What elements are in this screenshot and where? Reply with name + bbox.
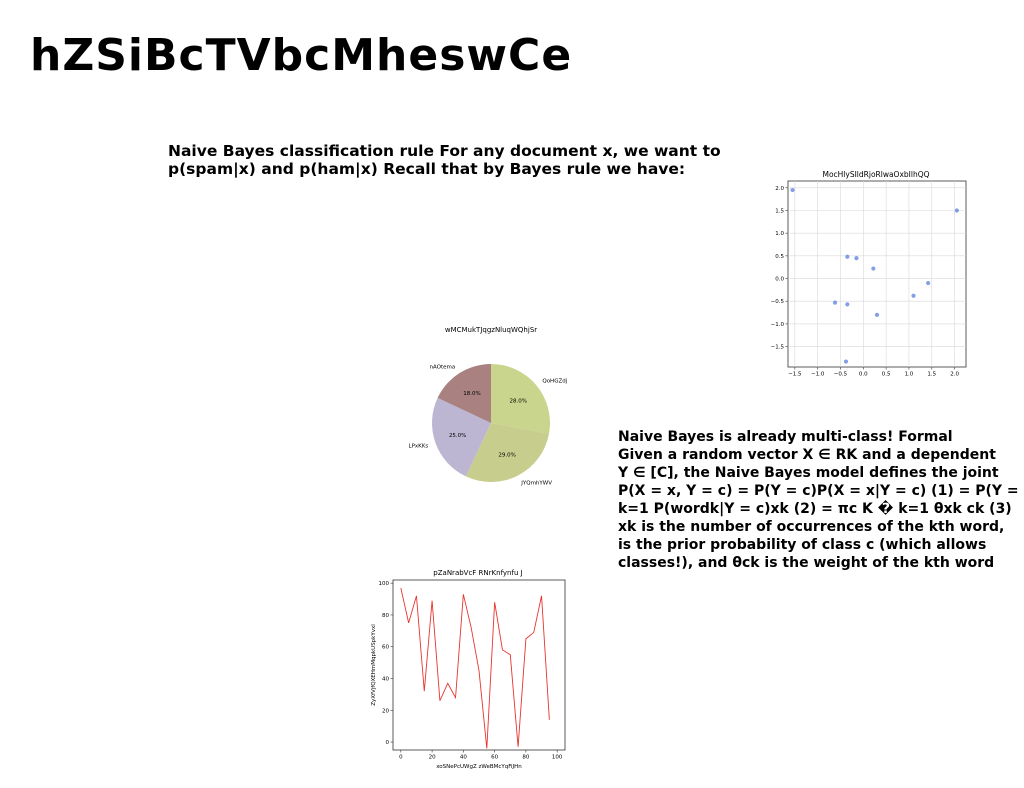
scatter-point	[874, 312, 880, 317]
scatter-point	[926, 280, 931, 286]
scatter-point	[845, 254, 850, 259]
page-title: hZSiBcTVbcMheswCe	[30, 30, 573, 81]
pie-value-label: 25.0%	[449, 433, 466, 439]
pie-slice	[491, 364, 550, 435]
text-line: k=1 P(wordk|Y = c)xk (2) = πc K � k=1 θx…	[618, 501, 1012, 517]
x-tick-label: 100	[552, 755, 563, 761]
pie-category-label: JYQmhYWV	[520, 480, 552, 486]
x-tick-label: 60	[491, 755, 498, 761]
scatter-point	[854, 256, 859, 261]
y-tick-label: 1.0	[775, 231, 784, 237]
y-tick-label: 40	[382, 677, 389, 683]
pie-value-label: 28.0%	[510, 398, 527, 404]
text-line: p(spam|x) and p(ham|x) Recall that by Ba…	[168, 160, 686, 178]
x-tick-label: 0.0	[859, 372, 868, 378]
y-tick-label: 0.5	[775, 254, 784, 260]
y-tick-label: 100	[379, 581, 390, 587]
chart-title: pZaNrabVcF RNrKnfynfu J	[433, 569, 522, 577]
text-line: Given a random vector X ∈ RK and a depen…	[618, 447, 996, 463]
pie-value-label: 29.0%	[498, 453, 515, 459]
y-tick-label: 1.5	[775, 208, 784, 214]
pie-category-label: nAOtema	[430, 365, 456, 371]
pie-slice	[437, 364, 491, 423]
scatter-chart: MocHlySIldRjoRlwaOxbIlhQQ −1.5 −1.0 −0.5 0.…	[771, 170, 967, 378]
scatter-point	[843, 359, 849, 364]
scatter-point	[832, 300, 838, 305]
x-tick-label: −0.5	[834, 372, 848, 378]
scatter-point	[790, 187, 795, 193]
y-tick-label: 60	[382, 645, 389, 651]
y-tick-label: 20	[382, 708, 389, 714]
x-tick-label: 40	[460, 755, 467, 761]
y-tick-label: 80	[382, 613, 389, 619]
x-tick-label: 1.5	[927, 372, 936, 378]
paragraph-naive-bayes-multiclass: Naive Bayes is already multi-class! Form…	[618, 428, 1024, 572]
text-line: P(X = x, Y = c) = P(Y = c)P(X = x|Y = c)…	[618, 483, 1024, 499]
pie-slice	[465, 423, 549, 482]
y-tick-label: 0.0	[775, 277, 784, 283]
line-chart: pZaNrabVcF RNrKnfynfu J 0 20 40 60 80 100 0 20 4…	[371, 569, 566, 770]
y-tick-label: −0.5	[771, 299, 785, 305]
text-line: Naive Bayes classification rule For any …	[168, 142, 721, 160]
plot-frame	[787, 180, 967, 368]
text-line: classes!), and θck is the weight of the …	[618, 555, 995, 571]
series-line	[400, 587, 550, 749]
x-tick-label: 0	[399, 755, 403, 761]
y-tick-label: −1.5	[771, 345, 785, 351]
y-tick-label: 2.0	[775, 186, 784, 192]
pie-value-label: 18.0%	[463, 391, 480, 397]
y-tick-label: −1.0	[771, 322, 785, 328]
x-tick-label: 2.0	[950, 372, 959, 378]
text-line: Y ∈ [C], the Naive Bayes model defines t…	[618, 465, 999, 481]
pie-category-label: QoHGZdj	[542, 379, 567, 385]
chart-title: wMCMukTJqgzNluqWQhjSr	[445, 326, 537, 334]
x-tick-label: 1.0	[905, 372, 914, 378]
y-axis-label: ZyXfVjfQXEHmMqpkUSpkYvxl	[371, 624, 377, 706]
x-tick-label: −1.0	[811, 372, 825, 378]
text-line: xk is the number of occurrences of the k…	[618, 519, 1005, 535]
scatter-point	[845, 302, 850, 307]
scatter-point	[954, 208, 959, 213]
pie-slice	[432, 397, 491, 477]
chart-title: MocHlySIldRjoRlwaOxbIlhQQ	[822, 170, 929, 179]
plot-frame	[392, 579, 566, 751]
pie-category-label: LPxKKs	[409, 444, 429, 450]
text-line: is the prior probability of class c (whi…	[618, 537, 987, 553]
x-tick-label: 20	[429, 755, 436, 761]
x-tick-label: 0.5	[882, 372, 891, 378]
x-tick-label: 80	[522, 755, 529, 761]
pie-chart: wMCMukTJqgzNluqWQhjSr 28.0% QoHGZdj 29.0% J…	[409, 326, 568, 486]
y-tick-label: 0	[386, 740, 390, 746]
x-axis-label: xoSNePcUWgZ zWeBMcYqFiJHn	[436, 764, 522, 770]
x-tick-label: −1.5	[788, 372, 802, 378]
scatter-point	[871, 266, 876, 271]
scatter-point	[911, 293, 916, 298]
paragraph-naive-bayes-rule: Naive Bayes classification rule For any …	[168, 142, 748, 178]
text-line: Naive Bayes is already multi-class! Form…	[618, 429, 953, 445]
